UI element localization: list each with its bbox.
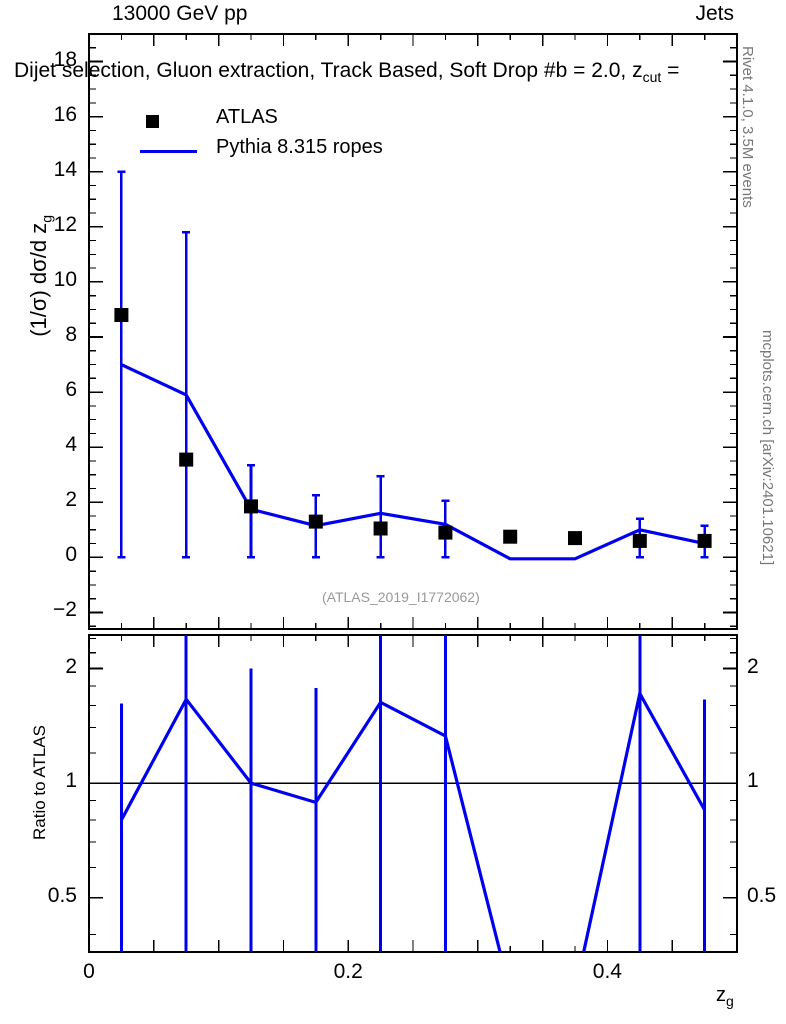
mcplots-reference-label: mcplots.cern.ch [arXiv:2401.10621] bbox=[759, 330, 776, 566]
y-axis-tick-label: −2 bbox=[53, 598, 77, 622]
header-left-label: 13000 GeV pp bbox=[112, 2, 248, 25]
y-axis-tick-label: 12 bbox=[53, 212, 77, 236]
y-axis-tick-label: 14 bbox=[53, 157, 77, 181]
plot-title: Dijet selection, Gluon extraction, Track… bbox=[14, 59, 679, 85]
header-right-label: Jets bbox=[695, 2, 734, 25]
x-axis-tick-label: 0 bbox=[83, 960, 95, 983]
y-axis-tick-label: 6 bbox=[65, 378, 77, 402]
legend-line-marker-icon bbox=[140, 150, 197, 153]
plot-title-text: Dijet selection, Gluon extraction, Track… bbox=[14, 59, 643, 82]
y-axis-tick-label: 10 bbox=[53, 267, 77, 291]
y-axis-tick-label: 4 bbox=[65, 433, 77, 457]
ratio-y-axis-tick-label: 1 bbox=[65, 769, 77, 793]
ratio-plot-frame bbox=[88, 634, 738, 953]
rivet-version-label: Rivet 4.1.0, 3.5M events bbox=[739, 46, 756, 208]
ratio-y-axis-tick-label: 2 bbox=[747, 654, 759, 678]
x-axis-tick-label: 0.4 bbox=[592, 960, 622, 983]
ratio-y-axis-tick-label: 0.5 bbox=[47, 883, 77, 907]
ratio-y-axis-tick-label: 2 bbox=[65, 654, 77, 678]
ratio-y-axis-tick-label: 1 bbox=[747, 769, 759, 793]
y-axis-tick-label: 18 bbox=[53, 47, 77, 71]
ratio-y-axis-tick-label: 0.5 bbox=[747, 883, 777, 907]
legend-square-marker-icon bbox=[146, 115, 159, 128]
plot-title-subscript: cut bbox=[642, 69, 662, 86]
legend-label: ATLAS bbox=[216, 106, 278, 128]
y-axis-tick-label: 2 bbox=[65, 488, 77, 512]
x-axis-label-text: z bbox=[716, 984, 726, 1006]
x-axis-tick-label: 0.2 bbox=[333, 960, 363, 983]
plot-title-tail: = bbox=[661, 59, 680, 82]
main-plot-frame bbox=[88, 33, 738, 630]
y-axis-tick-label: 0 bbox=[65, 543, 77, 567]
x-axis-label: zg bbox=[716, 984, 734, 1009]
legend-label: Pythia 8.315 ropes bbox=[216, 136, 383, 158]
x-axis-label-subscript: g bbox=[726, 993, 734, 1009]
y-axis-tick-label: 8 bbox=[65, 323, 77, 346]
y-axis-tick-label: 16 bbox=[53, 102, 77, 126]
analysis-id-watermark: (ATLAS_2019_I1772062) bbox=[322, 589, 480, 605]
